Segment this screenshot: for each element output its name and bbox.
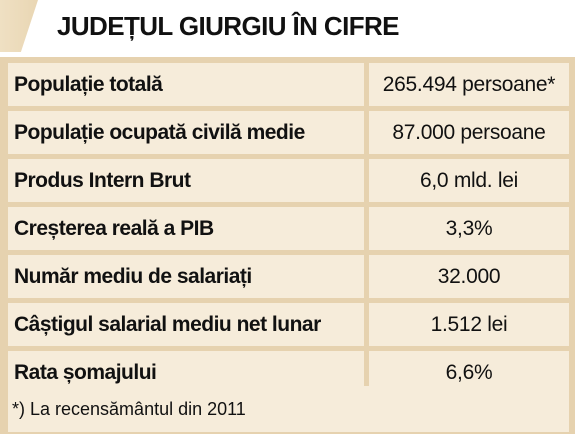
table-row: Populație ocupată civilă medie 87.000 pe… xyxy=(8,111,569,154)
row-label: Număr mediu de salariați xyxy=(14,265,252,288)
header-accent-tab xyxy=(0,0,38,52)
row-label: Rata șomajului xyxy=(14,361,157,384)
column-divider xyxy=(364,351,369,394)
table-row: Produs Intern Brut 6,0 mld. lei xyxy=(8,159,569,202)
row-label: Câștigul salarial mediu net lunar xyxy=(14,313,321,336)
column-divider xyxy=(364,63,369,106)
row-value: 6,6% xyxy=(445,361,493,384)
card-title: JUDEȚUL GIURGIU ÎN CIFRE xyxy=(57,11,400,41)
column-divider xyxy=(364,111,369,154)
card-header: JUDEȚUL GIURGIU ÎN CIFRE xyxy=(0,0,575,52)
row-value: 265.494 persoane* xyxy=(382,73,556,96)
table-row: Creșterea reală a PIB 3,3% xyxy=(8,207,569,250)
footnote: *) La recensământul din 2011 xyxy=(8,386,569,432)
statistics-table: Populație totală 265.494 persoane* Popul… xyxy=(0,57,575,434)
row-value: 1.512 lei xyxy=(430,313,508,336)
table-row: Număr mediu de salariați 32.000 xyxy=(8,255,569,298)
row-value: 3,3% xyxy=(445,217,493,240)
row-label: Populație totală xyxy=(14,73,163,96)
row-value: 87.000 persoane xyxy=(392,121,546,144)
column-divider xyxy=(364,255,369,298)
table-row: Câștigul salarial mediu net lunar 1.512 … xyxy=(8,303,569,346)
column-divider xyxy=(364,303,369,346)
column-divider xyxy=(364,207,369,250)
table-row: Populație totală 265.494 persoane* xyxy=(8,63,569,106)
column-divider xyxy=(364,159,369,202)
row-label: Creșterea reală a PIB xyxy=(14,217,214,240)
row-value: 6,0 mld. lei xyxy=(420,169,518,192)
row-label: Produs Intern Brut xyxy=(14,169,191,192)
row-label: Populație ocupată civilă medie xyxy=(14,121,305,144)
row-value: 32.000 xyxy=(437,265,501,288)
